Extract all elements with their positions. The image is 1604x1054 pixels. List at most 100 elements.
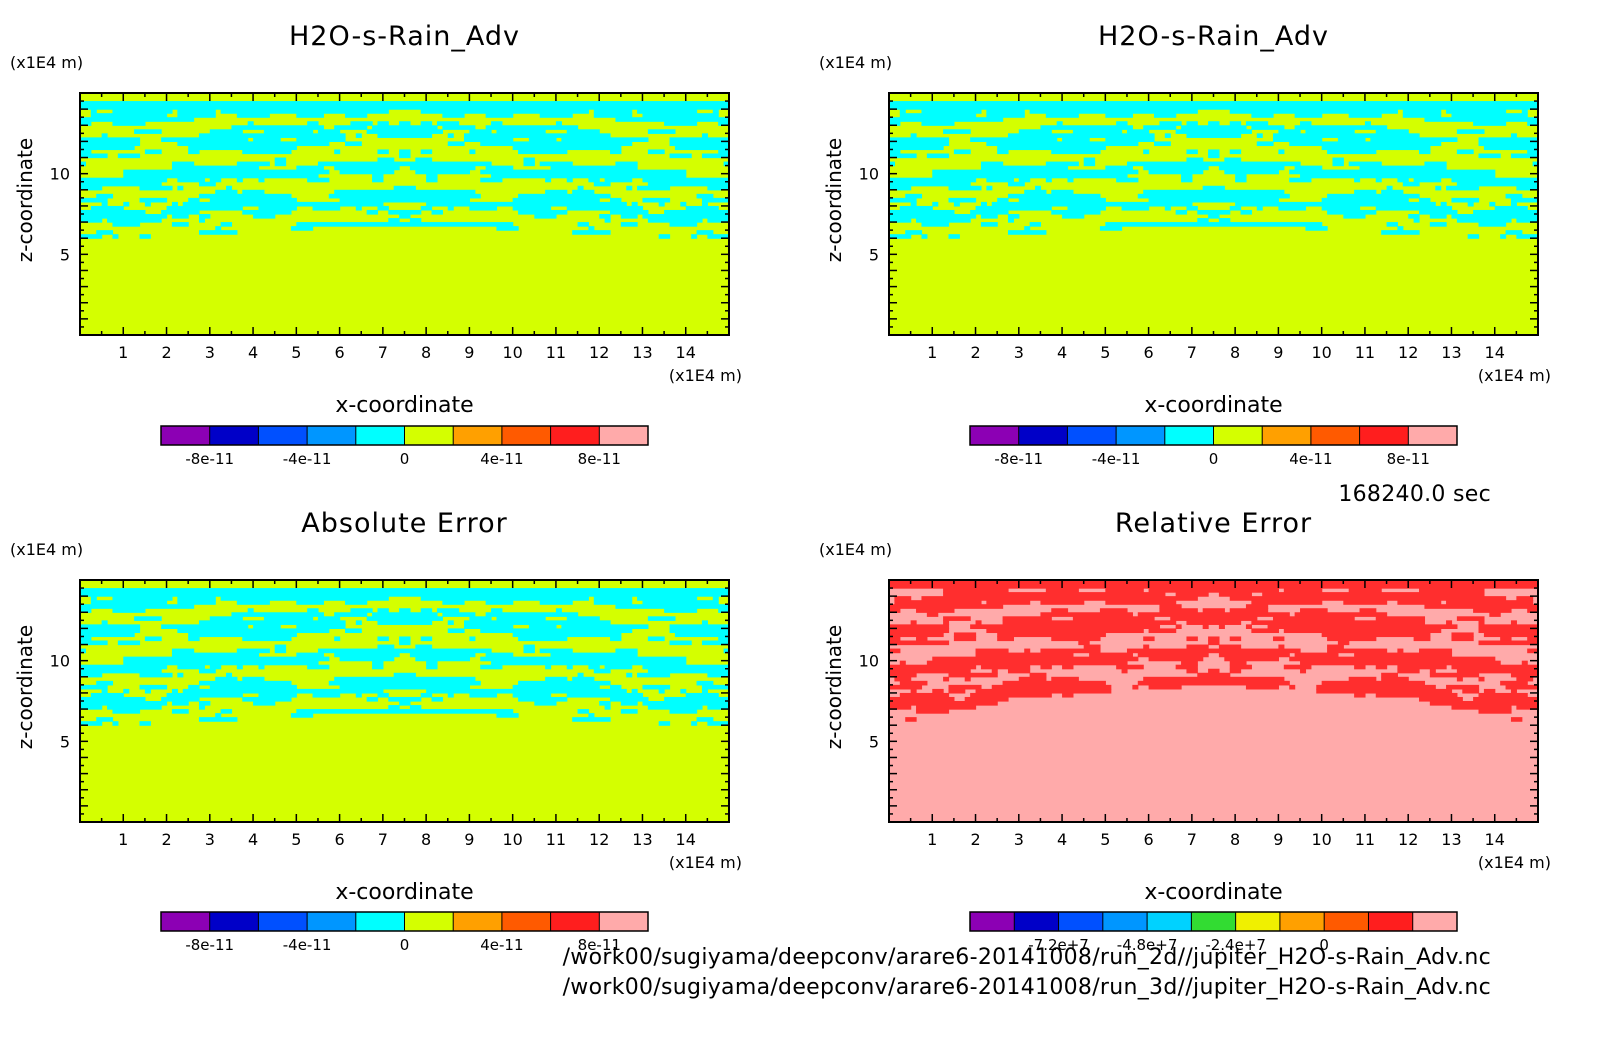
heatmap-cell-run [894, 596, 912, 601]
heatmap-field [889, 580, 1538, 822]
heatmap-cell-run [889, 218, 912, 223]
colorbar-tick-label: 4e-11 [1289, 450, 1332, 468]
heatmap-cell-run [1516, 185, 1538, 191]
heatmap-cell-run [889, 121, 901, 126]
heatmap-cell-run [317, 648, 492, 654]
heatmap-cell-run [242, 696, 292, 702]
heatmap-cell-run [1007, 214, 1020, 219]
heatmap-cell-run [491, 608, 503, 613]
chart-title: Absolute Error [301, 508, 507, 539]
heatmap-cell-run [296, 113, 324, 118]
heatmap-cell-run [1300, 668, 1307, 674]
heatmap-cell-run [399, 214, 411, 219]
heatmap-cell-run [1397, 600, 1442, 605]
x-tick-label: 4 [248, 343, 258, 362]
heatmap-cell-run [209, 664, 222, 670]
x-tick-label: 9 [464, 830, 474, 849]
heatmap-cell-run [1272, 133, 1420, 138]
heatmap-cell-run [377, 149, 389, 155]
colorbar-swatch [550, 912, 600, 931]
heatmap-cell-run [107, 705, 162, 710]
heatmap-cell-run [1143, 165, 1209, 171]
heatmap-cell-run [1532, 161, 1538, 167]
heatmap-cell-run [1154, 141, 1171, 147]
heatmap-cell-run [1510, 133, 1517, 138]
heatmap-cell-run [943, 129, 971, 134]
heatmap-cell-run [366, 696, 379, 702]
heatmap-cell-run [1083, 644, 1101, 650]
heatmap-cell-run [1051, 636, 1101, 642]
heatmap-cell-run [889, 624, 950, 629]
colorbar: -8e-11 -4e-11 0 4e-11 8e-11 [160, 425, 649, 468]
heatmap-cell-run [1208, 214, 1220, 219]
heatmap-cell-run [1300, 173, 1496, 179]
heatmap-cell-run [1089, 652, 1133, 658]
heatmap-cell-run [139, 672, 173, 678]
heatmap-cell-run [171, 701, 189, 706]
heatmap-cell-run [1040, 600, 1085, 605]
heatmap-cell-run [948, 185, 982, 191]
heatmap-cell-run [1126, 129, 1150, 134]
heatmap-cell-run [669, 624, 729, 629]
heatmap-cell-run [80, 145, 135, 151]
heatmap-cell-run [372, 125, 438, 130]
colorbar-swatch [1310, 426, 1360, 445]
x-tick-label: 1 [927, 830, 937, 849]
heatmap-cell-run [447, 133, 454, 138]
heatmap-cell-run [604, 705, 611, 710]
heatmap-cell-run [1235, 177, 1247, 183]
heatmap-cell-run [171, 214, 189, 219]
heatmap-cell-run [921, 109, 982, 114]
heatmap-cell-run [1381, 189, 1404, 195]
heatmap-cell-run [1067, 205, 1106, 211]
heatmap-cell-run [80, 105, 729, 110]
heatmap-cell-run [1251, 620, 1426, 625]
heatmap-field [80, 93, 729, 335]
colorbar-swatch [1018, 426, 1068, 445]
heatmap-cell-run [1072, 616, 1155, 621]
heatmap-cell-run [615, 604, 729, 609]
heatmap-cell-run [620, 701, 638, 706]
heatmap-cell-run [1256, 133, 1263, 138]
heatmap-cell-run [123, 173, 319, 179]
heatmap-cell-run [1294, 125, 1388, 130]
heatmap-cell-run [899, 692, 950, 698]
y-axis-label: z-coordinate [822, 138, 846, 262]
heatmap-cell-run [80, 721, 103, 726]
heatmap-cell-run [545, 189, 568, 195]
x-tick-label: 1 [118, 343, 128, 362]
x-tick-label: 12 [589, 343, 609, 362]
heatmap-cell-run [1235, 173, 1247, 179]
heatmap-cell-run [1002, 620, 1177, 625]
heatmap-cell-run [572, 717, 611, 722]
heatmap-cell-run [889, 636, 901, 642]
heatmap-cell-run [182, 688, 384, 694]
heatmap-cell-run [680, 201, 687, 207]
heatmap-cell-run [1348, 676, 1377, 682]
heatmap-cell-run [545, 664, 552, 670]
x-tick-label: 3 [1014, 343, 1024, 362]
heatmap-cell-run [426, 173, 438, 179]
heatmap-cell-run [921, 121, 955, 126]
heatmap-cell-run [932, 201, 939, 207]
heatmap-cell-run [889, 608, 901, 613]
x-tick-label: 4 [1057, 830, 1067, 849]
heatmap-cell-run [171, 165, 260, 171]
heatmap-cell-run [1451, 664, 1538, 670]
heatmap-cell-run [889, 177, 977, 183]
heatmap-cell-run [1505, 193, 1523, 199]
heatmap-cell-run [889, 648, 901, 654]
heatmap-cell-run [101, 688, 108, 694]
x-tick-label: 7 [1187, 343, 1197, 362]
x-tick-label: 2 [970, 830, 980, 849]
colorbar-swatch [307, 912, 357, 931]
x-tick-label: 7 [378, 343, 388, 362]
heatmap-cell-run [943, 592, 1166, 597]
heatmap-cell-run [296, 624, 346, 629]
heatmap-cell-run [442, 600, 465, 605]
heatmap-cell-run [1300, 608, 1328, 613]
heatmap-cell-run [1197, 209, 1231, 215]
heatmap-cell-run [1186, 620, 1242, 625]
heatmap-cell-run [469, 616, 492, 621]
heatmap-cell-run [420, 205, 433, 211]
